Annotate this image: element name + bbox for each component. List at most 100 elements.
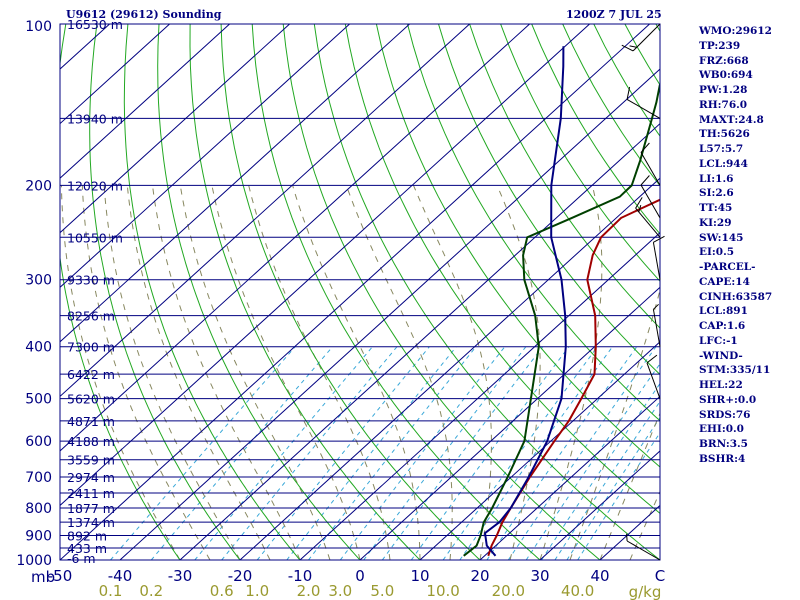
index-item: STM:335/11 [699, 364, 771, 377]
isotherm [479, 395, 660, 560]
index-item: LI:1.6 [699, 172, 734, 185]
wind-barb [646, 354, 661, 399]
index-item: BSHR:4 [699, 452, 746, 465]
dry-adiabat [344, 24, 660, 515]
isotherm [60, 24, 470, 398]
stability-indices-panel: WMO:29612 TP:239 FRZ:668 WB0:694 PW:1.28 RH:7… [699, 24, 772, 467]
pressure-unit-label: mb [31, 568, 55, 586]
index-item: FRZ:668 [699, 54, 749, 67]
height-label: 2411 m [67, 486, 115, 501]
isobars [60, 23, 660, 561]
temperature-tick-label: 40 [590, 567, 609, 585]
mixing-ratio-line [577, 431, 660, 560]
mixing-ratio-tick-label: 40.0 [561, 582, 594, 600]
mixing-ratio-line [221, 346, 398, 560]
height-label: 892 m [67, 528, 107, 543]
isotherm [60, 24, 650, 560]
mixing-ratio-line [194, 346, 373, 560]
isotherm [60, 24, 410, 343]
mixing-ratio-line [486, 346, 638, 560]
height-label: 6422 m [67, 367, 115, 382]
wind-barb [626, 86, 661, 119]
profile-lines [463, 46, 660, 557]
pressure-tick-label: 600 [25, 434, 52, 450]
mixing-ratio-lines [110, 346, 660, 560]
mixing-ratio-tick-label: 20.0 [492, 582, 525, 600]
index-item: RH:76.0 [699, 98, 748, 111]
index-item: SHR+:0.0 [699, 393, 757, 406]
moist-adiabat [103, 185, 241, 560]
moist-adiabat [629, 490, 660, 560]
index-item: CAPE:14 [699, 275, 750, 288]
temperature-tick-label: -30 [168, 567, 193, 585]
index-item: -PARCEL- [699, 261, 756, 273]
pressure-tick-label: 700 [25, 470, 52, 486]
index-item: SRDS:76 [699, 408, 751, 421]
index-item: LCL:891 [699, 305, 748, 318]
height-label: 5620 m [67, 392, 115, 407]
temperature-tick-label: -50 [48, 567, 73, 585]
temperature-tick-label: 20 [470, 567, 489, 585]
mixing-ratio-line [286, 346, 457, 560]
height-label: 13940 m [67, 111, 123, 126]
dry-adiabats [60, 24, 660, 560]
index-item: L57:5.7 [699, 143, 744, 155]
moist-adiabat [211, 185, 361, 560]
temperature-tick-label: -10 [288, 567, 313, 585]
height-label: 16530 m [67, 17, 123, 32]
mixing-ratio-tick-label: 10.0 [426, 582, 459, 600]
height-label: 10550 m [67, 230, 123, 245]
isotherm [299, 232, 660, 560]
moist-adiabat [292, 185, 421, 560]
isotherm [60, 24, 350, 288]
height-label: 12020 m [67, 178, 123, 193]
wind-barb [626, 533, 661, 561]
temperature-tick-label: -40 [108, 567, 133, 585]
index-item: PW:1.28 [699, 84, 748, 96]
isotherm [119, 68, 660, 560]
isotherm [60, 24, 170, 125]
parcel-profile [483, 46, 567, 557]
pressure-tick-label: 900 [25, 528, 52, 544]
mixing-ratio-line [566, 416, 660, 560]
mixing-ratio-line [339, 346, 506, 560]
moist-adiabats [60, 185, 660, 560]
moist-adiabat [179, 185, 331, 560]
mixing-ratio-line [110, 346, 296, 560]
index-item: KI:29 [699, 216, 732, 229]
dewpoint-profile [463, 83, 660, 557]
chart-title: U9612 (29612) Sounding [66, 8, 222, 21]
isotherm [539, 450, 660, 560]
mixing-ratio-tick-label: 0.2 [139, 582, 163, 600]
mixing-ratio-tick-label: 3.0 [328, 582, 352, 600]
wind-barbs [621, 23, 665, 561]
isotherm [419, 341, 660, 560]
height-label: 7300 m [67, 340, 115, 355]
moist-adiabat [569, 288, 660, 560]
pressure-tick-label: 800 [25, 501, 52, 517]
index-item: BRN:3.5 [699, 438, 748, 450]
temperature-tick-label: 30 [530, 567, 549, 585]
mixing-ratio-tick-label: 2.0 [297, 582, 321, 600]
isotherm [60, 24, 530, 452]
chart-datetime: 1200Z 7 JUL 25 [566, 8, 662, 21]
isotherms [60, 24, 660, 560]
wind-barb [652, 303, 661, 347]
moist-adiabat [345, 185, 453, 560]
height-label: -6 m [67, 551, 96, 566]
index-item: CAP:1.6 [699, 320, 746, 332]
index-item: CINH:63587 [699, 290, 773, 303]
index-item: TP:239 [699, 39, 741, 52]
index-item: EHI:0.0 [699, 423, 744, 436]
temperature-tick-label: 0 [355, 567, 365, 585]
index-item: TT:45 [699, 202, 733, 214]
isotherm [60, 24, 590, 507]
wind-barb [640, 142, 661, 186]
height-label: 1374 m [67, 515, 115, 530]
moist-adiabat [496, 185, 541, 560]
wind-barb [621, 23, 661, 52]
index-item: WMO:29612 [699, 25, 772, 37]
isotherm [60, 24, 290, 234]
temperature-tick-label: C [655, 567, 665, 585]
